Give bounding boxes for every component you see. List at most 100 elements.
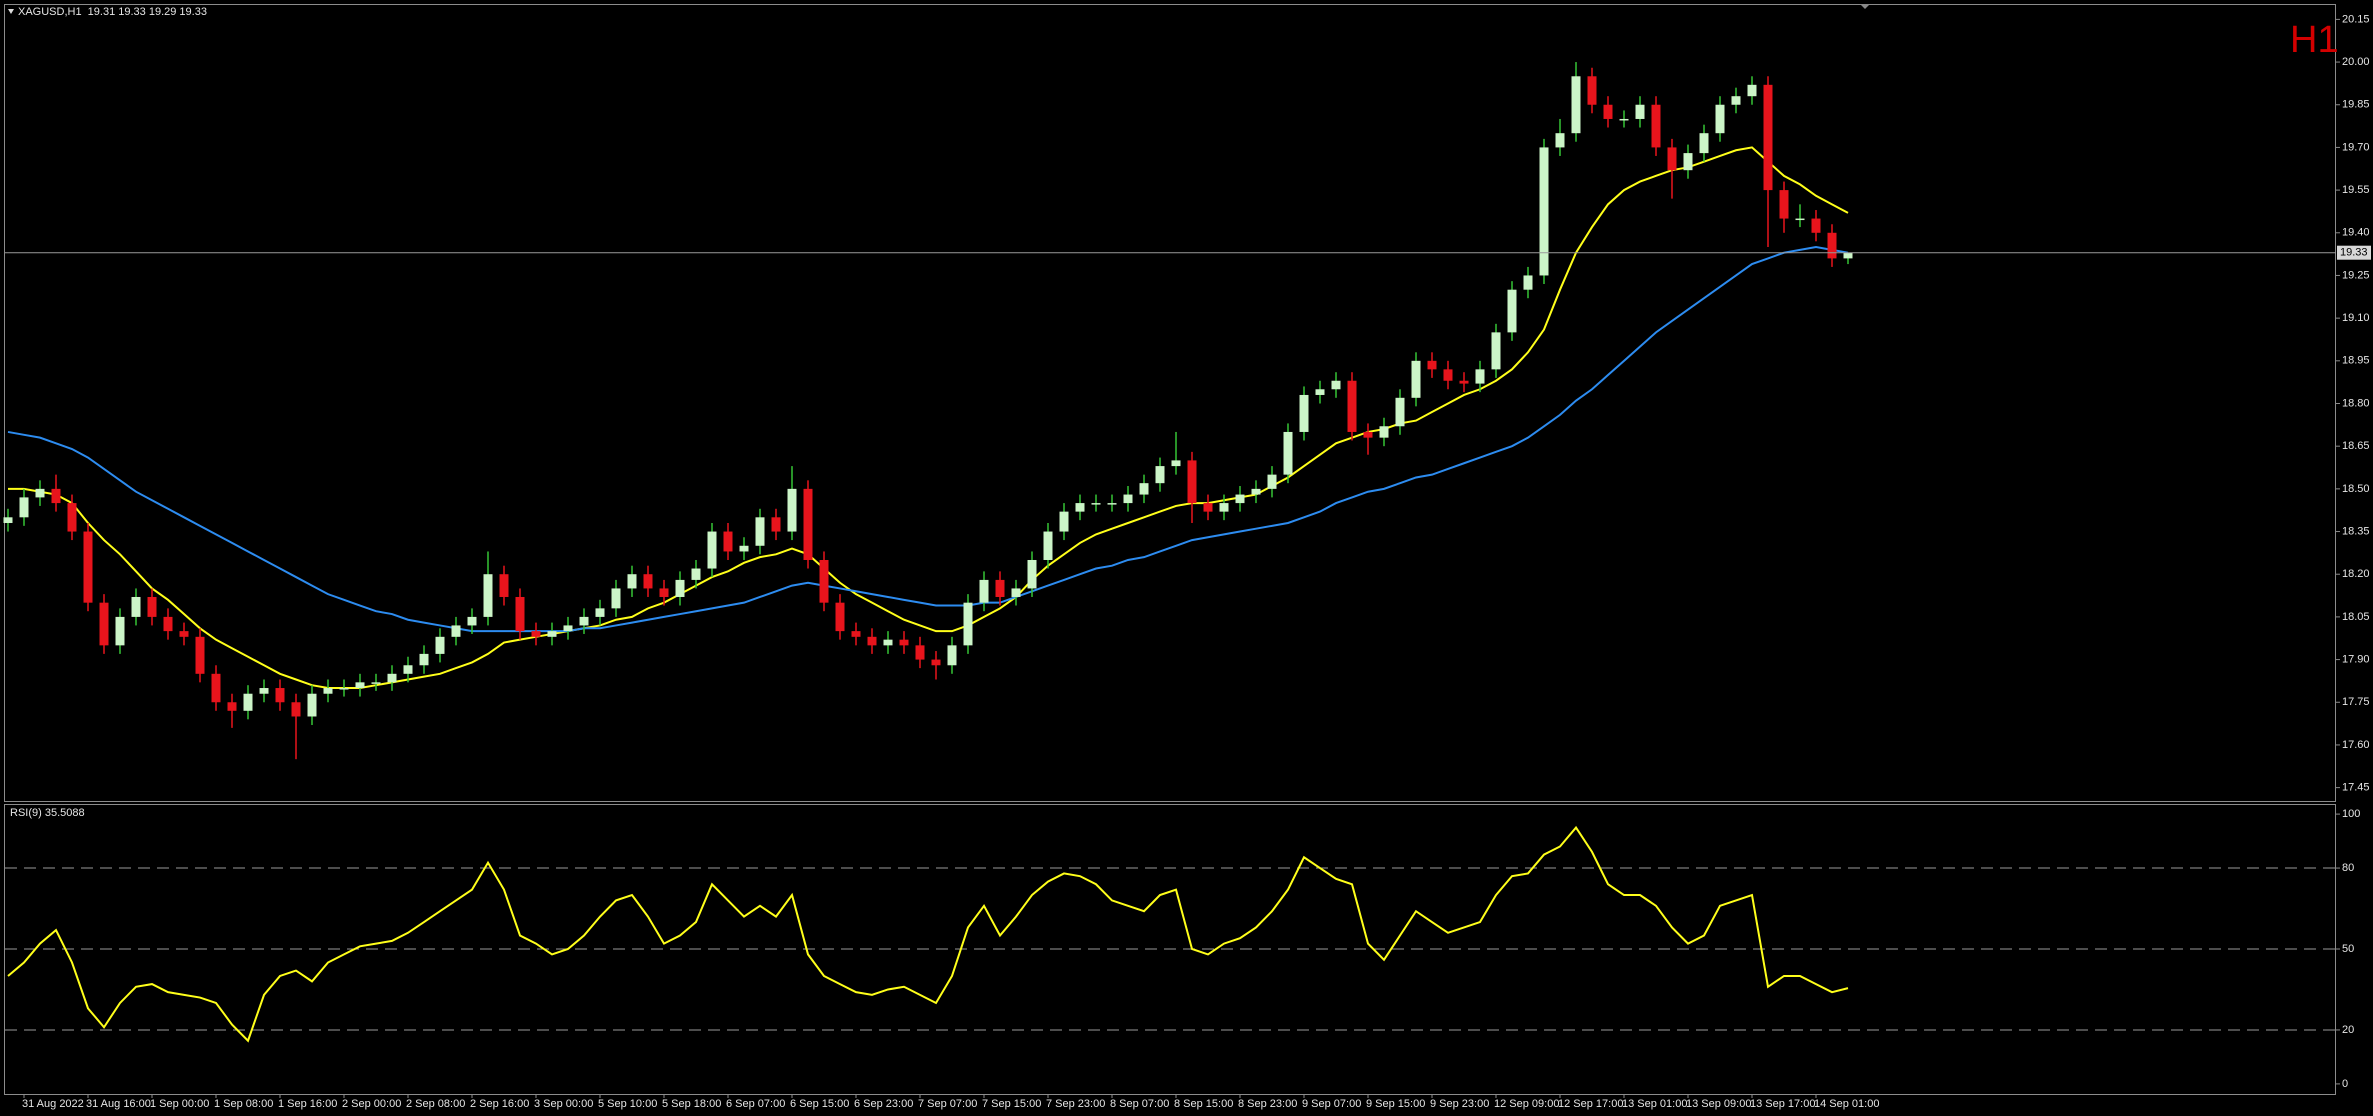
candle-body bbox=[1763, 84, 1773, 191]
candle-body bbox=[611, 588, 621, 609]
y-tick-label: 17.90 bbox=[2342, 653, 2370, 665]
candle-body bbox=[1667, 147, 1677, 171]
candle-body bbox=[915, 645, 925, 660]
candle-body bbox=[1299, 394, 1309, 432]
candle-body bbox=[1539, 147, 1549, 276]
candle-body bbox=[1587, 76, 1597, 105]
y-tick-label: 18.50 bbox=[2342, 483, 2370, 495]
y-tick-label: 20.00 bbox=[2342, 56, 2370, 68]
candle-body bbox=[579, 616, 589, 626]
y-tick-label: 0 bbox=[2342, 1078, 2348, 1090]
candle-body bbox=[1331, 380, 1341, 390]
candle-body bbox=[947, 645, 957, 666]
rsi-title: RSI(9) 35.5088 bbox=[10, 807, 85, 819]
y-tick-label: 17.60 bbox=[2342, 739, 2370, 751]
candle-body bbox=[451, 625, 461, 637]
x-tick-label: 5 Sep 18:00 bbox=[662, 1098, 721, 1110]
x-tick-label: 2 Sep 16:00 bbox=[470, 1098, 529, 1110]
candle-body bbox=[163, 616, 173, 632]
x-tick-label: 7 Sep 07:00 bbox=[918, 1098, 977, 1110]
x-tick-label: 1 Sep 16:00 bbox=[278, 1098, 337, 1110]
x-tick-label: 1 Sep 00:00 bbox=[150, 1098, 209, 1110]
y-tick-label: 18.80 bbox=[2342, 397, 2370, 409]
candle-body bbox=[1283, 431, 1293, 475]
last-price-label: 19.33 bbox=[2340, 247, 2368, 259]
candle-body bbox=[499, 574, 509, 597]
candle-body bbox=[483, 574, 493, 617]
candle-body bbox=[1779, 190, 1789, 219]
y-tick-label: 18.35 bbox=[2342, 525, 2370, 537]
candle-body bbox=[35, 488, 45, 498]
moving-average-line bbox=[8, 146, 1849, 690]
candle-body bbox=[1203, 503, 1213, 512]
candle-body bbox=[1507, 289, 1517, 333]
candle-body bbox=[1171, 460, 1181, 467]
x-tick-label: 31 Aug 2022 bbox=[22, 1098, 84, 1110]
x-tick-label: 13 Sep 01:00 bbox=[1622, 1098, 1687, 1110]
candle-body bbox=[1795, 218, 1805, 221]
candle-body bbox=[1187, 460, 1197, 504]
candle-body bbox=[227, 702, 237, 711]
candle-body bbox=[1571, 76, 1581, 134]
candle-body bbox=[1427, 360, 1437, 370]
y-tick-label: 19.40 bbox=[2342, 227, 2370, 239]
y-tick-label: 20.15 bbox=[2342, 13, 2370, 25]
candle-body bbox=[595, 608, 605, 617]
candle-body bbox=[1075, 503, 1085, 512]
candle-body bbox=[403, 665, 413, 674]
x-tick-label: 14 Sep 01:00 bbox=[1814, 1098, 1879, 1110]
y-tick-label: 18.20 bbox=[2342, 568, 2370, 580]
candle-body bbox=[1699, 133, 1709, 154]
y-tick-label: 20 bbox=[2342, 1024, 2354, 1036]
candle-body bbox=[1715, 104, 1725, 134]
shift-marker bbox=[1860, 4, 1870, 9]
candle-body bbox=[211, 673, 221, 703]
main-panel-frame bbox=[4, 4, 2336, 802]
candle-body bbox=[835, 602, 845, 632]
x-tick-label: 9 Sep 15:00 bbox=[1366, 1098, 1425, 1110]
candle-body bbox=[115, 616, 125, 646]
candle-body bbox=[1011, 588, 1021, 597]
candle-body bbox=[243, 693, 253, 711]
x-tick-label: 6 Sep 07:00 bbox=[726, 1098, 785, 1110]
candle-body bbox=[1363, 431, 1373, 438]
candle-body bbox=[771, 517, 781, 532]
candle-body bbox=[547, 631, 557, 637]
candle-body bbox=[931, 659, 941, 666]
y-tick-label: 17.45 bbox=[2342, 782, 2370, 794]
x-tick-label: 2 Sep 00:00 bbox=[342, 1098, 401, 1110]
candle-body bbox=[1043, 531, 1053, 560]
candle-body bbox=[1731, 96, 1741, 105]
candle-body bbox=[1395, 397, 1405, 427]
candle-body bbox=[323, 688, 333, 694]
candle-body bbox=[739, 545, 749, 552]
x-tick-label: 2 Sep 08:00 bbox=[406, 1098, 465, 1110]
candle-body bbox=[83, 531, 93, 603]
candle-body bbox=[99, 602, 109, 646]
y-tick-label: 19.25 bbox=[2342, 269, 2370, 281]
timeframe-label: H1 bbox=[2290, 19, 2339, 61]
x-tick-label: 8 Sep 07:00 bbox=[1110, 1098, 1169, 1110]
candle-body bbox=[963, 602, 973, 646]
candle-body bbox=[723, 531, 733, 552]
candle-body bbox=[195, 636, 205, 674]
candle-body bbox=[1059, 511, 1069, 532]
rsi-panel-frame bbox=[4, 804, 2336, 1095]
chart-title: XAGUSD,H1 19.31 19.33 19.29 19.33 bbox=[18, 6, 207, 18]
candle-body bbox=[979, 579, 989, 603]
candle-body bbox=[707, 531, 717, 569]
candle-body bbox=[339, 688, 349, 690]
candle-body bbox=[259, 688, 269, 694]
rsi-line bbox=[7, 825, 1849, 1043]
candle-body bbox=[627, 574, 637, 589]
candle-body bbox=[19, 497, 29, 518]
candle-body bbox=[563, 625, 573, 632]
candle-body bbox=[755, 517, 765, 546]
candle-body bbox=[803, 488, 813, 560]
candle-body bbox=[1747, 84, 1757, 97]
candle-body bbox=[867, 636, 877, 646]
candle-body bbox=[3, 517, 13, 524]
x-tick-label: 31 Aug 16:00 bbox=[86, 1098, 151, 1110]
candle-body bbox=[1603, 104, 1613, 119]
x-tick-label: 13 Sep 17:00 bbox=[1750, 1098, 1815, 1110]
